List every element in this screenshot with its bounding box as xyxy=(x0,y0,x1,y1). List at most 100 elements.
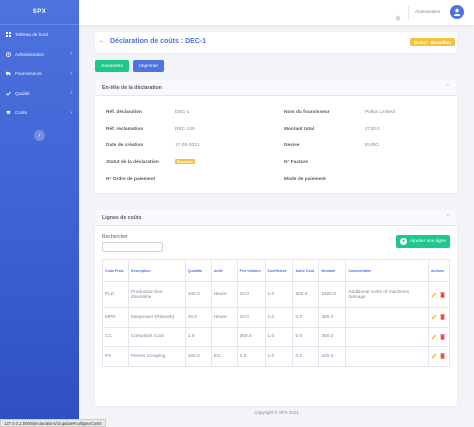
table-cell: 0.0 xyxy=(292,327,319,347)
chevron-right-icon: › xyxy=(70,109,72,116)
table-cell: 350.0 xyxy=(318,327,346,347)
delete-icon[interactable] xyxy=(440,353,445,359)
cost-lines-card: Lignes de coûts ⌃ Rechercher + Ajouter u… xyxy=(95,210,457,406)
coins-icon xyxy=(6,110,11,115)
footer-copyright: Copyright © SPX 2021 xyxy=(254,410,299,415)
table-header-row: Code Frais Description Quantité Unité Pr… xyxy=(102,259,451,282)
table-cell xyxy=(345,307,429,328)
delete-icon[interactable] xyxy=(440,333,445,340)
table-cell: Manpower (Rework) xyxy=(127,307,186,328)
table-cell: 1500.0 xyxy=(318,281,346,308)
gear-icon xyxy=(6,51,11,57)
avatar[interactable] xyxy=(450,5,464,19)
column-header[interactable]: Autre Coût xyxy=(292,259,319,282)
info-label: Devise xyxy=(284,143,300,148)
chevron-up-icon[interactable]: ⌃ xyxy=(445,214,450,220)
action-bar: Soumettre Imprimer xyxy=(95,60,165,72)
table-row: PLD Production line downtime 100.0 Heure… xyxy=(102,281,451,308)
info-label: Mode de paiement xyxy=(284,177,326,182)
table-cell: MPR xyxy=(102,307,129,328)
add-line-label: Ajouter une ligne xyxy=(409,239,446,244)
user-name[interactable]: Abdessalem xyxy=(415,9,441,14)
table-row: CC Complaint Cost 1.0 350.0 1.0 0.0 350.… xyxy=(102,327,451,347)
info-value: EURO xyxy=(365,143,379,148)
table-cell: 46.0 xyxy=(184,307,212,328)
sidebar: SPX Tableau de bord Administration › Fou… xyxy=(0,0,79,427)
column-header[interactable]: Montant xyxy=(318,259,346,282)
chevron-up-icon[interactable]: ⌃ xyxy=(445,84,450,90)
info-label: Date de création xyxy=(106,143,144,148)
column-header[interactable]: Description xyxy=(127,259,186,282)
table-cell: 420.0 xyxy=(318,346,346,367)
table-cell: PS xyxy=(102,346,129,367)
info-value: REC-120 xyxy=(175,127,195,132)
info-label: Statut de la déclaration xyxy=(106,160,159,165)
table-row: MPR Manpower (Rework) 46.0 Heure 10.0 1.… xyxy=(102,307,451,328)
column-header[interactable]: Unité xyxy=(210,259,238,282)
edit-icon[interactable] xyxy=(431,334,437,340)
sidebar-toggle-button[interactable]: ‹ xyxy=(34,130,45,141)
sidebar-item-label: Tableau de bord xyxy=(15,32,48,38)
table-cell: 100.0 xyxy=(184,281,212,308)
edit-icon[interactable] xyxy=(431,292,437,298)
dashboard-icon xyxy=(6,32,11,38)
sidebar-item-fournisseurs[interactable]: Fournisseurs › xyxy=(0,64,79,84)
browser-status-url: 127.0.0.1:5000/declarations/1/update#col… xyxy=(0,419,106,427)
table-cell: 10.0 xyxy=(236,281,266,308)
column-header[interactable]: Commentaire xyxy=(345,259,429,282)
column-header[interactable]: Quantité xyxy=(184,259,212,282)
table-cell: 10.0 xyxy=(236,307,266,328)
sidebar-item-label: Administration xyxy=(15,51,45,57)
brand-logo[interactable]: SPX xyxy=(0,0,79,25)
card-title: Lignes de coûts xyxy=(102,215,142,221)
user-icon xyxy=(453,8,461,16)
add-line-button[interactable]: + Ajouter une ligne xyxy=(395,235,450,248)
submit-button[interactable]: Soumettre xyxy=(95,60,130,72)
table-cell: 1.0 xyxy=(264,327,293,347)
card-header[interactable]: En-tête de la déclaration ⌃ xyxy=(95,80,457,96)
delete-icon[interactable] xyxy=(440,314,445,320)
info-label: Montant total xyxy=(284,127,315,132)
sidebar-item-label: Fournisseurs xyxy=(15,71,42,77)
sidebar-item-administration[interactable]: Administration › xyxy=(0,45,79,65)
table-cell: 100.0 xyxy=(184,346,212,367)
column-header[interactable]: Prix Unitaire xyxy=(236,259,266,282)
sidebar-item-couts[interactable]: Coûts › xyxy=(0,103,79,123)
table-cell: 1.0 xyxy=(264,307,293,328)
cost-lines-table: Code Frais Description Quantité Unité Pr… xyxy=(102,259,451,367)
info-label: N° Facture xyxy=(284,160,309,165)
table-cell: Production line downtime xyxy=(127,281,186,308)
edit-icon[interactable] xyxy=(431,353,437,359)
plus-icon: + xyxy=(399,238,407,245)
info-value: Pollax Limited xyxy=(365,110,395,115)
table-cell: CC xyxy=(102,327,129,347)
truck-icon xyxy=(6,71,11,76)
column-header: Actions xyxy=(427,259,451,282)
sidebar-item-dashboard[interactable]: Tableau de bord xyxy=(0,25,79,45)
draft-badge: Brouillon xyxy=(175,158,195,165)
table-cell: Heure xyxy=(210,307,238,328)
table-cell: Complaint Cost xyxy=(127,327,186,347)
column-header[interactable]: Code Frais xyxy=(102,259,129,282)
sidebar-item-label: Coûts xyxy=(15,110,28,116)
sidebar-item-qualite[interactable]: Qualité › xyxy=(0,84,79,104)
table-cell xyxy=(345,327,429,347)
search-input[interactable] xyxy=(102,242,163,252)
chevron-right-icon: › xyxy=(70,51,72,58)
chevron-right-icon: › xyxy=(70,90,72,97)
bell-icon[interactable] xyxy=(395,9,401,22)
table-cell: Heure xyxy=(210,281,238,308)
table-cell: 1.0 xyxy=(264,346,293,367)
edit-icon[interactable] xyxy=(431,314,437,320)
table-cell: KG xyxy=(210,346,238,367)
print-button[interactable]: Imprimer xyxy=(133,60,165,72)
delete-icon[interactable] xyxy=(440,291,445,298)
table-cell: 500.0 xyxy=(292,281,319,308)
chevron-right-icon: › xyxy=(70,70,72,77)
table-cell: PLD xyxy=(102,281,129,308)
column-header[interactable]: Coefficient xyxy=(264,259,293,282)
card-header[interactable]: Lignes de coûts ⌃ xyxy=(95,210,457,226)
table-cell: Additional costs of machines damage xyxy=(345,281,429,308)
info-value: 17-05-2021 xyxy=(175,143,200,148)
back-arrow-icon[interactable]: ← xyxy=(99,38,105,44)
